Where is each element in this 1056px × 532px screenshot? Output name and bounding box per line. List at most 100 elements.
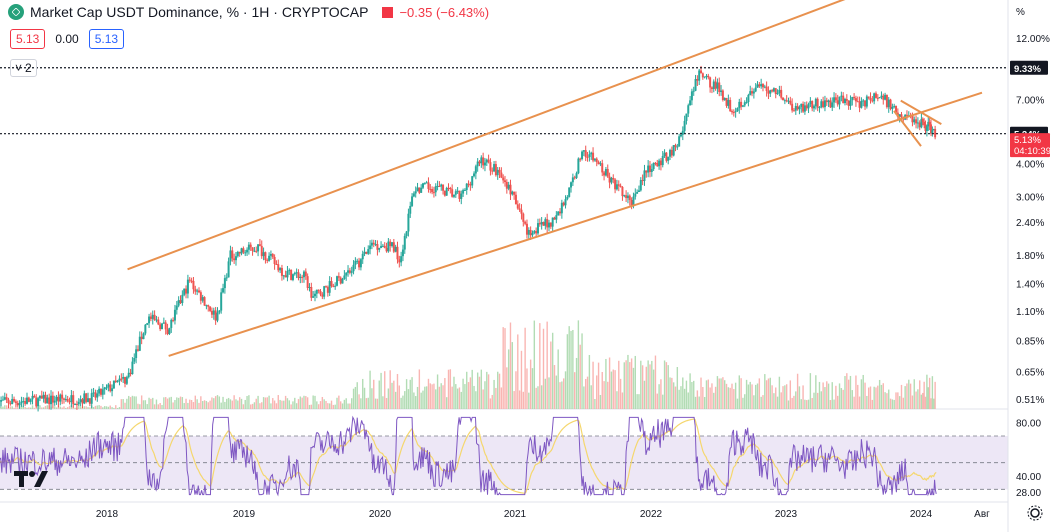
volume-bar — [849, 375, 852, 409]
volume-bar — [373, 379, 375, 409]
indicators-toggle[interactable]: ˅ 2 — [10, 59, 37, 77]
volume-bar — [705, 380, 708, 409]
candle-body — [432, 192, 435, 194]
volume-bar — [466, 371, 468, 409]
volume-bar — [323, 399, 325, 409]
volume-bar — [616, 391, 618, 409]
volume-bar — [15, 406, 17, 409]
volume-bar — [895, 392, 897, 409]
candle-body — [427, 182, 430, 189]
candle-body — [223, 278, 226, 289]
volume-bar — [351, 398, 353, 409]
candle-body — [670, 149, 673, 156]
volume-bar — [588, 354, 591, 409]
volume-bar — [163, 397, 165, 409]
candle-body — [159, 324, 162, 330]
candle-body — [849, 100, 852, 106]
volume-bar — [844, 376, 846, 409]
channel-lower-line[interactable] — [168, 91, 983, 357]
volume-bar — [13, 407, 15, 409]
volume-bar — [484, 381, 486, 409]
candle-body — [188, 279, 191, 281]
volume-bar — [693, 380, 695, 409]
candle-body — [798, 106, 801, 110]
candle-body — [509, 184, 512, 195]
volume-bar — [396, 373, 399, 409]
candle-body — [284, 275, 287, 278]
candle-body — [800, 103, 803, 107]
volume-bar — [391, 382, 393, 409]
candle-body — [242, 248, 245, 253]
candle-body — [148, 316, 151, 324]
candle-body — [273, 256, 276, 265]
volume-bar — [46, 405, 49, 409]
candle-body — [234, 256, 237, 261]
volume-bar — [211, 397, 213, 409]
candle-body — [50, 395, 53, 405]
wedge-lower-line[interactable] — [893, 110, 922, 147]
volume-bar — [354, 386, 357, 409]
candle-body — [11, 398, 14, 404]
volume-bar — [607, 381, 609, 409]
volume-bar — [667, 365, 669, 409]
volume-bar — [272, 398, 274, 409]
volume-bar — [98, 405, 100, 409]
time-tick-label: 2023 — [775, 509, 798, 520]
candle-body — [885, 94, 888, 108]
candle-body — [776, 93, 779, 95]
volume-bar — [630, 358, 633, 409]
candle-body — [205, 305, 208, 307]
candle-body — [778, 89, 781, 94]
candle-body — [157, 319, 160, 325]
candle-body — [22, 400, 25, 402]
candle-body — [313, 293, 316, 297]
volume-bar — [220, 402, 222, 409]
volume-bar — [415, 396, 417, 409]
buy-value[interactable]: 5.13 — [88, 29, 125, 49]
volume-bar — [703, 396, 706, 409]
volume-bar — [327, 403, 329, 409]
volume-bar — [148, 397, 150, 409]
time-tick-label: 2018 — [96, 509, 119, 520]
flag-icon[interactable] — [382, 6, 394, 18]
candle-body — [325, 286, 328, 288]
candle-body — [339, 277, 342, 284]
channel-upper-line[interactable] — [127, 0, 894, 271]
wedge-upper-line[interactable] — [900, 99, 942, 125]
symbol-title[interactable]: Market Cap USDT Dominance, % · 1H · CRYP… — [30, 4, 369, 20]
candle-body — [588, 154, 591, 157]
candle-body — [522, 213, 525, 222]
volume-bar — [700, 377, 702, 409]
volume-bar — [262, 397, 265, 409]
candle-body — [129, 372, 132, 375]
candle-body — [253, 250, 256, 252]
candle-body — [582, 150, 585, 152]
candle-body — [865, 96, 868, 107]
volume-bar — [321, 396, 324, 409]
candle-body — [687, 105, 690, 114]
volume-bar — [934, 381, 936, 409]
candle-body — [185, 288, 188, 294]
candle-body — [425, 182, 428, 184]
candle-body — [343, 275, 346, 279]
candle-body — [46, 397, 49, 404]
candle-body — [124, 376, 127, 384]
candle-body — [170, 319, 173, 328]
sell-value[interactable]: 5.13 — [10, 29, 46, 49]
candle-body — [514, 194, 517, 205]
volume-bar — [908, 379, 910, 409]
gear-icon[interactable] — [1027, 505, 1043, 521]
volume-bar — [645, 366, 648, 409]
volume-bar — [640, 360, 642, 409]
volume-bar — [590, 385, 592, 409]
volume-bar — [596, 375, 598, 409]
candle-body — [385, 247, 388, 252]
volume-bar — [356, 382, 358, 409]
candle-body — [345, 272, 348, 276]
candle-body — [575, 173, 578, 178]
volume-bar — [54, 406, 56, 409]
volume-bar — [139, 404, 141, 409]
volume-bar — [393, 380, 395, 409]
candle-body — [845, 98, 848, 101]
volume-bar — [682, 377, 684, 409]
